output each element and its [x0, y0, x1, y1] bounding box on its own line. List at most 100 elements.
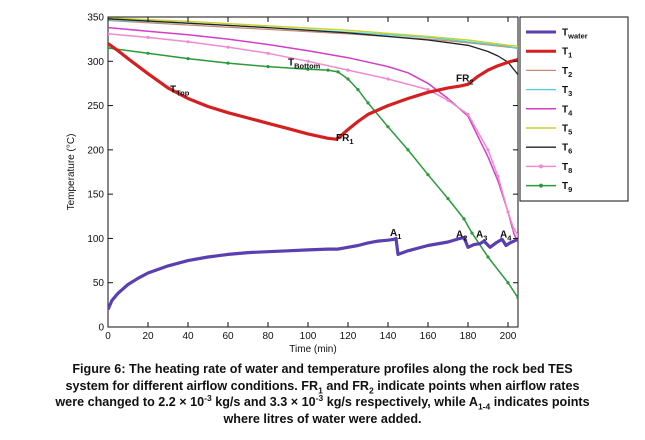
- legend-label-t-8: T8: [562, 162, 572, 175]
- series-point-t-8: [486, 148, 490, 152]
- series-point-t-9: [226, 61, 230, 65]
- caption-text: indicates points: [490, 395, 590, 410]
- legend-marker: [539, 183, 543, 188]
- caption-text: 2: [369, 385, 374, 396]
- series-point-t-9: [486, 255, 490, 259]
- legend-label-t-4: T4: [562, 104, 573, 117]
- caption-text: 1: [318, 385, 323, 396]
- series-point-t-8: [466, 112, 470, 116]
- caption-text: -3: [204, 393, 212, 403]
- annotation-a1: A1: [390, 228, 401, 241]
- y-tick-label: 100: [87, 234, 104, 245]
- caption-text: kg/s respectively, while A: [323, 395, 478, 410]
- caption-text: indicate points when airflow rates: [373, 378, 580, 393]
- series-point-t-8: [426, 88, 430, 92]
- x-tick-label: 120: [340, 331, 357, 342]
- caption-text: -3: [315, 393, 324, 403]
- series-point-t-9: [366, 101, 370, 105]
- y-tick-label: 50: [93, 278, 105, 289]
- figure-caption: Figure 6: The heating rate of water and …: [0, 361, 645, 427]
- plot-area: [107, 16, 519, 328]
- annotation-t-top: TTop: [170, 84, 190, 97]
- series-point-t-9: [406, 148, 410, 152]
- legend-label-t-water: Twater: [562, 28, 588, 41]
- caption-text: were changed to 2.2 × 10: [55, 395, 205, 410]
- annotation-a2: A2: [456, 230, 467, 243]
- series-point-t-9: [446, 197, 450, 201]
- annotation-t-bottom: TBottom: [288, 58, 321, 71]
- x-tick-label: 80: [262, 331, 274, 342]
- x-tick-label: 60: [222, 331, 234, 342]
- x-tick-label: 20: [142, 331, 154, 342]
- figure: TTop TBottom FR1 FR2 A1 A2 A3 A4 0 20 40 60 80 100 12…: [66, 13, 629, 355]
- x-tick-label: 140: [380, 331, 397, 342]
- series-point-t-9: [186, 57, 190, 61]
- legend-label-t-6: T6: [562, 143, 572, 156]
- caption-text: system for different airflow conditions.…: [65, 378, 319, 393]
- series-point-t-8: [266, 51, 270, 55]
- series-point-t-8: [446, 98, 450, 102]
- series-line-t-6: [108, 18, 518, 76]
- legend-label-t-5: T5: [562, 124, 572, 137]
- series-point-t-8: [516, 233, 518, 237]
- series-point-t-9: [326, 68, 330, 72]
- x-axis-label: Time (min): [289, 344, 336, 355]
- caption-text: where litres of water were added.: [223, 411, 422, 426]
- y-tick-label: 350: [87, 13, 104, 24]
- series-point-t-8: [346, 68, 350, 72]
- legend-marker: [539, 164, 543, 169]
- series-point-t-8: [512, 228, 516, 232]
- y-tick-label: 250: [87, 101, 104, 112]
- x-tick-label: 100: [300, 331, 317, 342]
- x-tick-label: 200: [500, 331, 517, 342]
- x-tick-label: 40: [182, 331, 194, 342]
- series-point-t-9: [516, 296, 518, 300]
- legend-label-t-3: T3: [562, 85, 572, 98]
- temperature-chart: TTop TBottom FR1 FR2 A1 A2 A3 A4 0 20 40 60 80 100 12…: [66, 13, 629, 355]
- caption-text: kg/s and 3.3 × 10: [211, 395, 316, 410]
- x-tick-label: 180: [460, 331, 477, 342]
- y-axis-label: Temperature (°C): [66, 134, 77, 211]
- caption-text: 1-4: [477, 401, 491, 412]
- series-point-t-9: [470, 231, 474, 235]
- series-point-t-9: [356, 88, 360, 92]
- legend-label-t-1: T1: [562, 47, 572, 60]
- annotation-fr1: FR1: [336, 133, 354, 146]
- chart-axes: 0 20 40 60 80 100 120 140 160 180 200 0 50 100 150 200 2…: [87, 13, 518, 342]
- series-line-t-5: [108, 17, 518, 47]
- caption-text: and FR: [322, 378, 370, 393]
- annotation-fr2: FR2: [456, 74, 474, 87]
- y-tick-label: 0: [98, 323, 104, 334]
- legend-label-t-9: T9: [562, 181, 572, 194]
- x-tick-label: 0: [105, 331, 111, 342]
- series-point-t-9: [108, 46, 110, 50]
- series-point-t-9: [266, 65, 270, 69]
- series-point-t-9: [346, 77, 350, 81]
- series-point-t-9: [386, 125, 390, 129]
- series-point-t-8: [186, 40, 190, 44]
- series-point-t-9: [462, 217, 466, 221]
- y-tick-label: 200: [87, 145, 104, 156]
- series-point-t-8: [108, 32, 110, 36]
- series-point-t-8: [226, 45, 230, 49]
- series-point-t-8: [496, 174, 500, 178]
- x-tick-label: 160: [420, 331, 437, 342]
- series-point-t-9: [306, 67, 310, 71]
- caption-text: Figure 6: The heating rate of water and …: [72, 362, 573, 376]
- series-line-t-1: [108, 42, 518, 141]
- y-tick-label: 150: [87, 190, 104, 201]
- annotation-a4: A4: [500, 230, 512, 243]
- series-point-t-9: [506, 281, 510, 285]
- chart-marks: TTop TBottom FR1 FR2 A1 A2 A3 A4: [108, 17, 518, 310]
- series-point-t-8: [506, 210, 510, 214]
- series-point-t-8: [306, 59, 310, 63]
- series-line-t-4: [108, 26, 518, 243]
- series-point-t-8: [146, 35, 150, 40]
- series-point-t-9: [426, 173, 430, 177]
- series-point-t-8: [386, 77, 390, 81]
- annotation-a3: A3: [476, 230, 487, 243]
- chart-legend: Twater T1 T2 T3 T4 T5 T6 T8 T9: [526, 28, 588, 194]
- series-point-t-9: [336, 70, 340, 74]
- y-tick-label: 300: [87, 57, 104, 68]
- series-line-t-9: [108, 47, 518, 299]
